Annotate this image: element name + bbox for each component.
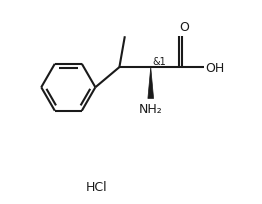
Text: HCl: HCl [86, 181, 108, 194]
Polygon shape [148, 68, 154, 99]
Text: O: O [179, 21, 189, 34]
Text: OH: OH [205, 61, 225, 74]
Text: NH₂: NH₂ [139, 103, 163, 116]
Text: &1: &1 [152, 57, 166, 66]
